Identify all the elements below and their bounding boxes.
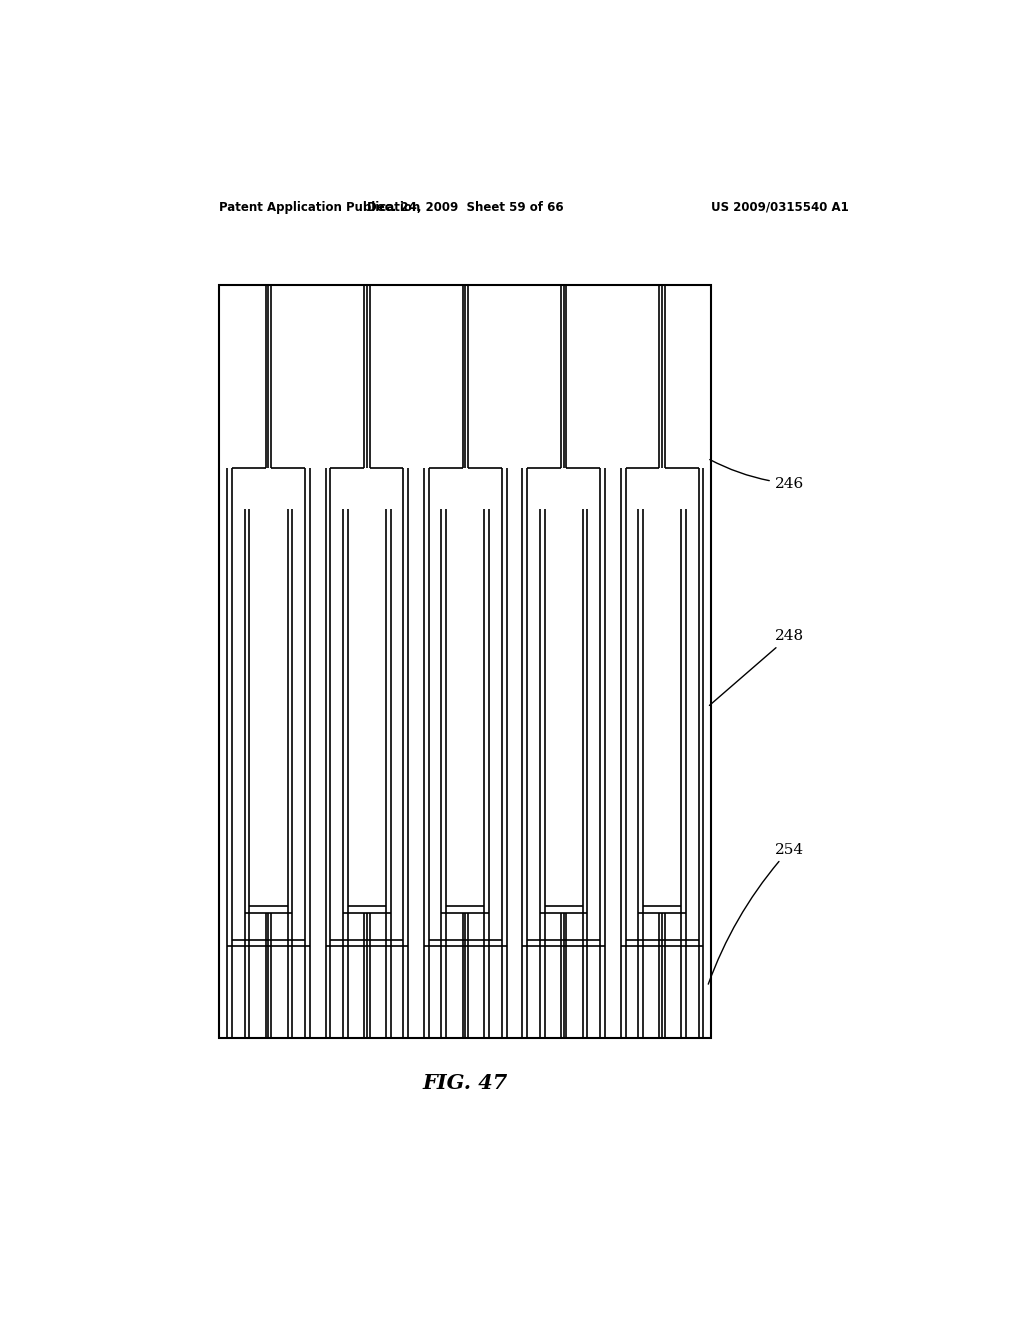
- Text: FIG. 47: FIG. 47: [423, 1073, 508, 1093]
- Text: 254: 254: [709, 842, 804, 985]
- Text: 248: 248: [710, 630, 804, 705]
- Text: Dec. 24, 2009  Sheet 59 of 66: Dec. 24, 2009 Sheet 59 of 66: [367, 201, 563, 214]
- Text: Patent Application Publication: Patent Application Publication: [219, 201, 421, 214]
- Text: US 2009/0315540 A1: US 2009/0315540 A1: [712, 201, 849, 214]
- Text: 246: 246: [710, 459, 804, 491]
- Bar: [219, 285, 712, 1038]
